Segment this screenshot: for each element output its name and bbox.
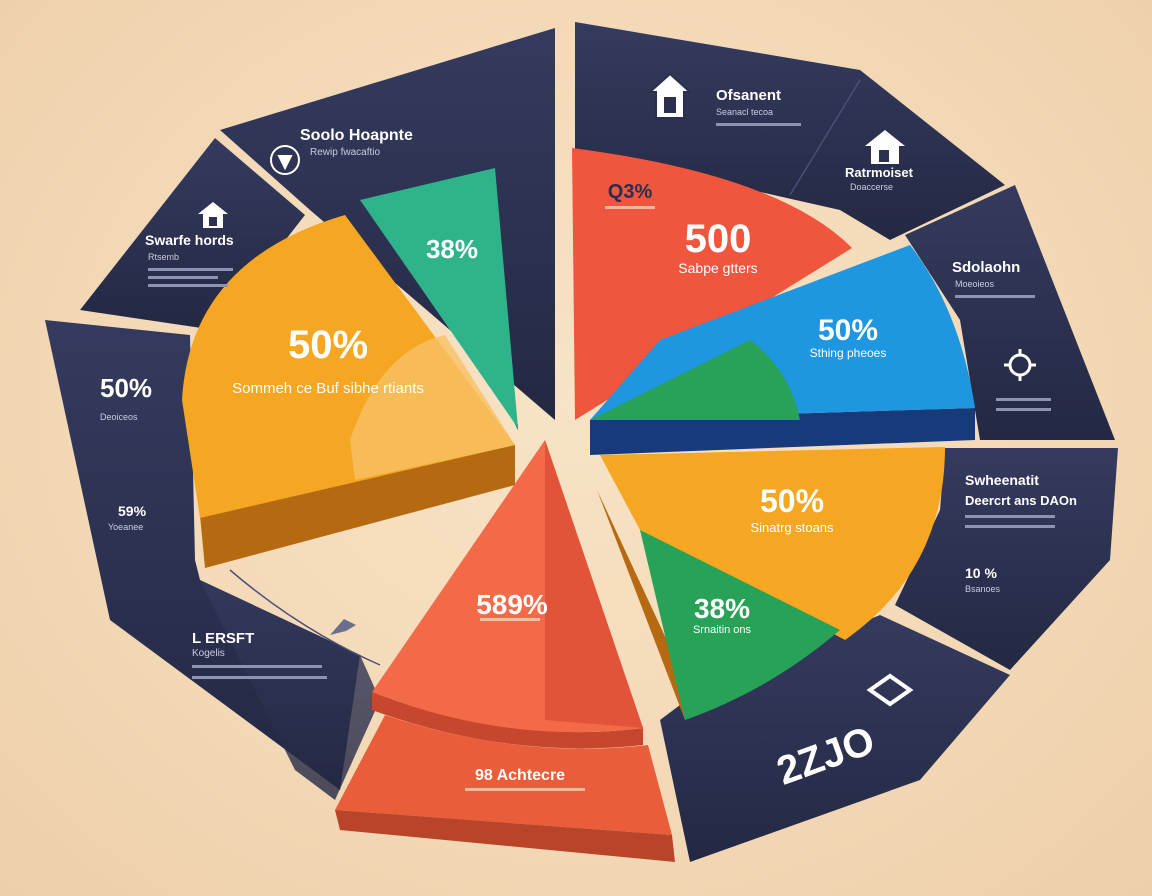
placeholder-lines [148,123,1055,791]
text-line [955,295,1035,298]
slice-6-shade [545,440,643,728]
ring-label-title: Sdolaohn [952,259,1020,276]
slice-2 [572,148,852,420]
slice-caption-5: Srnaitin ons [693,624,752,636]
ring-label-sub: Seanacl tecoa [716,107,773,117]
ring-label-sub: Moeoieos [955,279,995,289]
slice-label-0: 50% [288,323,368,367]
ring-label-sub: Rtsemb [148,252,179,262]
slice-4 [600,447,945,640]
ring-label-sub: Doaccerse [850,182,893,192]
slice-1 [360,168,518,428]
house-icon [198,202,228,228]
ring-label-sub: Bsanoes [965,584,1001,594]
slice-caption-2: Sabpe gtters [678,260,757,276]
slice-label-2: 500 [685,217,752,261]
ring-segment [905,185,1115,440]
text-line [192,665,322,668]
ring-label-title: 59% [118,503,147,519]
logo-icon [270,145,300,175]
ring-label-sub: Yoeanee [108,522,143,532]
connector-line [229,569,381,666]
slice-labels: 50% Sommeh ce Buf sibhe rtiants 38% Q3% … [232,181,886,784]
gear-icon [1004,349,1036,381]
slice-7 [335,715,672,835]
connector-line [789,79,861,196]
connector-lines [229,79,861,666]
text-line [605,206,655,209]
text-line [465,788,585,791]
ring-label-title: Swarfe hords [145,232,234,248]
text-line [192,676,327,679]
slice-side [597,490,690,720]
ring-label-title: L ERSFT [192,630,254,647]
ring-label-title: 10 % [965,565,997,581]
ring-segment [575,22,1005,240]
slice-3b [590,340,800,420]
slice-label-3: 50% [818,314,878,347]
ring-label-title: Ofsanent [716,87,781,104]
house-icon [865,130,905,164]
ring-segment [200,580,380,800]
ring-label-sub: Kogelis [192,648,225,659]
text-line [996,408,1051,411]
ring-label-title: Swheenatit [965,472,1039,488]
bird-icon [330,619,356,635]
ring-label-sub: Deercrt ans DAOn [965,493,1077,508]
text-line [716,123,801,126]
slice-caption-4: Sinatrg stoans [750,520,834,535]
ring-label-title: Ratrmoiset [845,165,914,180]
slice-label-1: 38% [426,234,478,264]
text-line [965,515,1055,518]
slice-small-label-2: Q3% [608,181,653,203]
slice-label-4: 50% [760,483,824,519]
text-line [965,525,1055,528]
slice-side [372,692,643,749]
ring-segment [895,448,1118,670]
slice-side [200,445,515,568]
slice-caption-3: Sthing pheoes [810,346,887,360]
slice-5 [640,530,840,720]
logo-icon [866,673,914,707]
pie [182,148,975,862]
text-line [148,276,218,279]
slice-caption-0: Sommeh ce Buf sibhe rtiants [232,380,424,397]
slice-label-6: 589% [476,589,548,620]
text-line [480,618,540,621]
slice-side [335,810,675,862]
ring-label-sub: Rewip fwacaftio [310,147,380,158]
slice-label-5: 38% [694,593,750,624]
ring-label-title: 50% [100,373,152,403]
ring-label-title: Soolo Hoapnte [300,127,413,144]
house-icon [647,72,693,119]
ring-label-sub: Deoiceos [100,412,138,422]
slice-highlight [350,335,515,480]
text-line [996,398,1051,401]
text-line [148,268,233,271]
text-line [148,284,228,287]
slice-label-7: 98 Achtecre [475,767,565,784]
